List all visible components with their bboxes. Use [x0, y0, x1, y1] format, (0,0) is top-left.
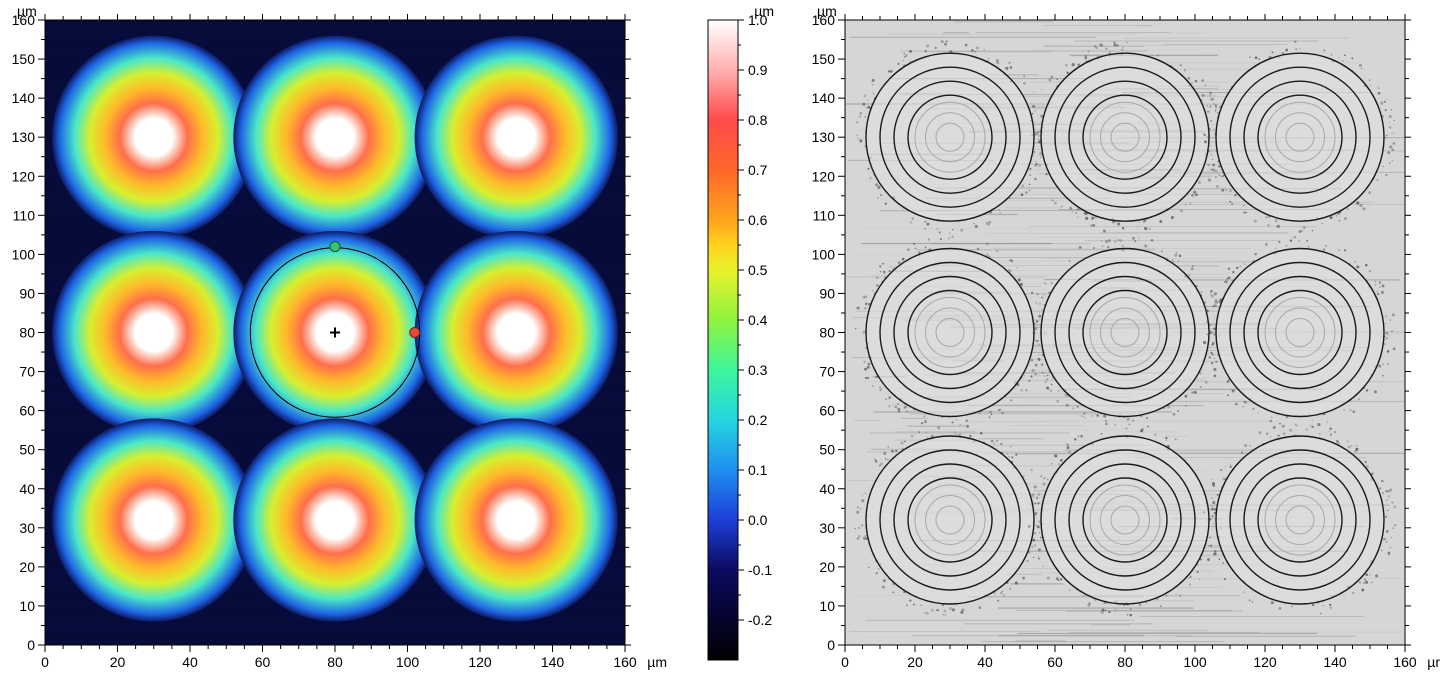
microlens [52, 36, 255, 239]
figure-page: 0102030405060708090100110120130140150160… [0, 0, 1440, 694]
y-tick-label: 60 [19, 403, 35, 419]
x-tick-label: 0 [841, 654, 849, 670]
y-tick-label: 120 [12, 168, 36, 184]
y-tick-label: 30 [19, 520, 35, 536]
y-tick-label: 140 [12, 90, 36, 106]
x-tick-label: 100 [1183, 654, 1207, 670]
y-tick-label: 80 [819, 325, 835, 341]
x-tick-label: 0 [41, 654, 49, 670]
colorbar-tick-label: -0.1 [748, 562, 772, 578]
y-tick-label: 20 [819, 559, 835, 575]
colorbar-tick-label: 1.0 [748, 12, 768, 28]
handle-green[interactable] [330, 242, 340, 252]
x-tick-label: 140 [541, 654, 565, 670]
x-tick-label: 120 [468, 654, 492, 670]
y-tick-label: 70 [19, 364, 35, 380]
y-tick-label: 20 [19, 559, 35, 575]
x-tick-label: 20 [110, 654, 126, 670]
microlens [233, 36, 436, 239]
x-axis-unit-left: µm [647, 654, 667, 670]
colorbar-tick-label: 0.9 [748, 62, 768, 78]
y-tick-label: 0 [827, 637, 835, 653]
colorbar-tick-label: 0.2 [748, 412, 768, 428]
microlens [52, 231, 255, 434]
y-tick-label: 130 [812, 129, 836, 145]
y-tick-label: 50 [19, 442, 35, 458]
y-tick-label: 90 [19, 285, 35, 301]
y-tick-label: 0 [27, 637, 35, 653]
y-tick-label: 110 [813, 207, 836, 223]
y-tick-label: 90 [819, 285, 835, 301]
y-tick-label: 10 [19, 598, 35, 614]
right-phase-plot: 0 10 20 30 40 50 60 70 80 90 100 110 120 130 140 150 160… [800, 0, 1440, 694]
y-tick-label: 40 [19, 481, 35, 497]
x-tick-label: 140 [1323, 654, 1347, 670]
x-tick-label: 80 [1117, 654, 1133, 670]
colorbar-tick-label: 0.5 [748, 262, 768, 278]
microlens [415, 36, 618, 239]
y-axis-unit-right: µm [817, 3, 837, 19]
y-tick-label: 50 [819, 442, 835, 458]
x-axis-unit-right: µm [1427, 654, 1440, 670]
y-tick-label: 130 [12, 129, 36, 145]
colorbar-tick-label: -0.2 [748, 612, 772, 628]
y-tick-label: 120 [812, 168, 836, 184]
y-tick-label: 100 [12, 246, 36, 262]
y-tick-label: 100 [812, 246, 836, 262]
microlens [52, 418, 255, 621]
x-tick-label: 160 [613, 654, 637, 670]
colorbar: µm -0.2-0.10.00.10.20.30.40.50.60.70.80.… [690, 0, 800, 694]
x-tick-label: 40 [182, 654, 198, 670]
x-tick-label: 160 [1393, 654, 1417, 670]
x-tick-label: 60 [1047, 654, 1063, 670]
colorbar-tick-label: 0.1 [748, 462, 768, 478]
x-tick-label: 100 [396, 654, 420, 670]
colorbar-tick-label: 0.7 [748, 162, 768, 178]
x-tick-label: 20 [907, 654, 923, 670]
y-tick-label: 140 [812, 90, 836, 106]
y-tick-label: 10 [819, 598, 835, 614]
y-tick-label: 40 [819, 481, 835, 497]
handle-red[interactable] [410, 328, 420, 338]
y-axis-unit-left: µm [17, 3, 37, 19]
x-tick-label: 60 [255, 654, 271, 670]
y-tick-label: 150 [812, 51, 836, 67]
colorbar-gradient [708, 20, 738, 660]
colorbar-tick-label: 0.8 [748, 112, 768, 128]
microlens [233, 418, 436, 621]
y-tick-label: 80 [19, 325, 35, 341]
y-tick-label: 60 [819, 403, 835, 419]
x-tick-label: 40 [977, 654, 993, 670]
colorbar-tick-label: 0.4 [748, 312, 768, 328]
y-tick-label: 110 [13, 207, 36, 223]
microlens [415, 231, 618, 434]
colorbar-tick-label: 0.6 [748, 212, 768, 228]
x-tick-label: 120 [1253, 654, 1277, 670]
microlens [415, 418, 618, 621]
y-tick-label: 70 [819, 364, 835, 380]
y-tick-label: 150 [12, 51, 36, 67]
colorbar-tick-label: 0.0 [748, 512, 768, 528]
colorbar-tick-label: 0.3 [748, 362, 768, 378]
y-tick-label: 30 [819, 520, 835, 536]
x-tick-label: 80 [327, 654, 343, 670]
left-heightmap-plot: 0 10 20 30 40 50 60 70 80 90 100 110 120 130 140 150 160… [0, 0, 690, 694]
